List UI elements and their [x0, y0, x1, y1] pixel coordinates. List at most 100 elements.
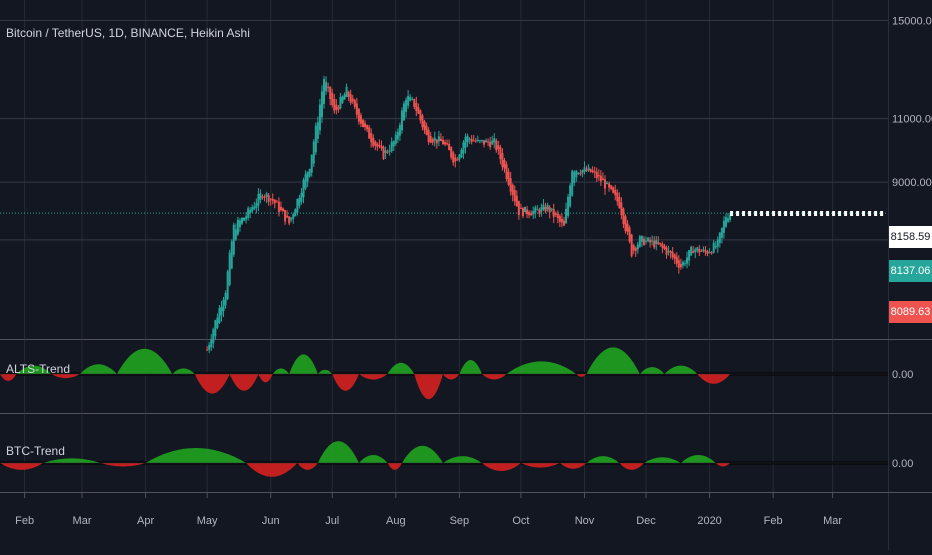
candle-body [714, 245, 717, 248]
btc-trend-area [586, 456, 620, 463]
alts-trend-area [272, 368, 290, 374]
candle-body [273, 199, 276, 204]
chart-title: Bitcoin / TetherUS, 1D, BINANCE, Heikin … [6, 26, 250, 40]
alts-trend-baseline-label: 0.00 [892, 369, 913, 381]
candle-body [357, 108, 360, 122]
candle-body [400, 110, 403, 131]
candle-body [472, 140, 475, 142]
x-tick-label: Nov [575, 515, 595, 527]
candle-body [474, 140, 477, 142]
candle-body [528, 211, 531, 216]
candle-body [628, 227, 631, 242]
candle-body [470, 138, 473, 142]
alts-trend-area [387, 362, 415, 374]
btc-trend-area [559, 463, 587, 469]
candle-body [686, 257, 689, 264]
candle-body [727, 218, 730, 222]
candle-body [228, 252, 231, 286]
candle-body [236, 219, 239, 235]
candle-body [519, 207, 522, 209]
candle-body [669, 250, 672, 254]
candle-body [542, 204, 545, 210]
candle-body [380, 145, 383, 149]
candle-body [548, 207, 551, 213]
candle-body [487, 141, 490, 143]
candle-body [279, 206, 282, 211]
candle-body [540, 207, 543, 212]
x-tick-label: Apr [137, 515, 154, 527]
candle-body [509, 178, 512, 192]
alts-trend-area [229, 374, 259, 391]
candle-body [610, 185, 613, 189]
candle-body [290, 217, 293, 220]
candle-body [495, 140, 498, 151]
candle-body [671, 252, 674, 258]
candle-body [304, 174, 307, 189]
candle-body [482, 140, 485, 145]
candle-body [597, 175, 600, 177]
close-price-tag: 8089.63 [889, 301, 932, 323]
candle-body [208, 344, 211, 350]
candle-body [515, 195, 518, 207]
candle-body [722, 220, 725, 233]
candle-body [517, 200, 520, 216]
candle-body [538, 209, 541, 214]
candle-body [306, 171, 309, 182]
alts-trend-area [442, 374, 460, 380]
candle-body [452, 152, 455, 163]
candle-body [497, 145, 500, 150]
x-tick-label: Aug [386, 515, 406, 527]
candle-body [462, 142, 465, 154]
candle-body [343, 94, 346, 100]
candle-body [708, 252, 711, 254]
candle-body [530, 213, 533, 216]
candle-body [524, 206, 527, 213]
candle-body [468, 138, 471, 140]
candle-body [575, 170, 578, 178]
candle-body [729, 214, 732, 221]
candle-body [489, 141, 492, 148]
candle-body [314, 125, 317, 153]
candle-body [724, 216, 727, 227]
candle-body [396, 131, 399, 140]
candle-body [562, 220, 565, 226]
candle-body [210, 339, 213, 348]
candle-body [581, 170, 584, 174]
candle-body [720, 227, 723, 238]
alts-trend-area [332, 374, 359, 391]
candle-body [657, 242, 660, 244]
candle-body [665, 247, 668, 255]
candle-body [552, 209, 555, 217]
candle-body [571, 170, 574, 196]
candle-body [521, 208, 524, 217]
current-price-tag: 8158.59 [889, 226, 932, 248]
open-price-tag: 8137.06 [889, 260, 932, 282]
alts-trend-area [79, 364, 117, 374]
candle-body [589, 168, 592, 172]
candle-body [392, 141, 395, 147]
candle-body [614, 189, 617, 196]
candle-body [485, 140, 488, 143]
candle-body [366, 125, 369, 130]
candle-body [694, 249, 697, 253]
alts-trend-area [576, 374, 587, 377]
candle-body [536, 209, 539, 211]
candle-body [277, 201, 280, 213]
candle-body [331, 92, 334, 106]
candle-body [491, 140, 494, 145]
candle-body [323, 78, 326, 105]
candle-body [647, 237, 650, 242]
candle-body [458, 154, 461, 160]
candle-body [626, 223, 629, 232]
candle-body [464, 136, 467, 148]
candle-body [382, 146, 385, 160]
candle-body [325, 82, 328, 92]
btc-trend-area [145, 448, 247, 463]
candle-body [220, 306, 223, 316]
candle-body [292, 214, 295, 219]
candle-body [661, 243, 664, 248]
candle-body [480, 140, 483, 142]
candle-body [298, 197, 301, 206]
